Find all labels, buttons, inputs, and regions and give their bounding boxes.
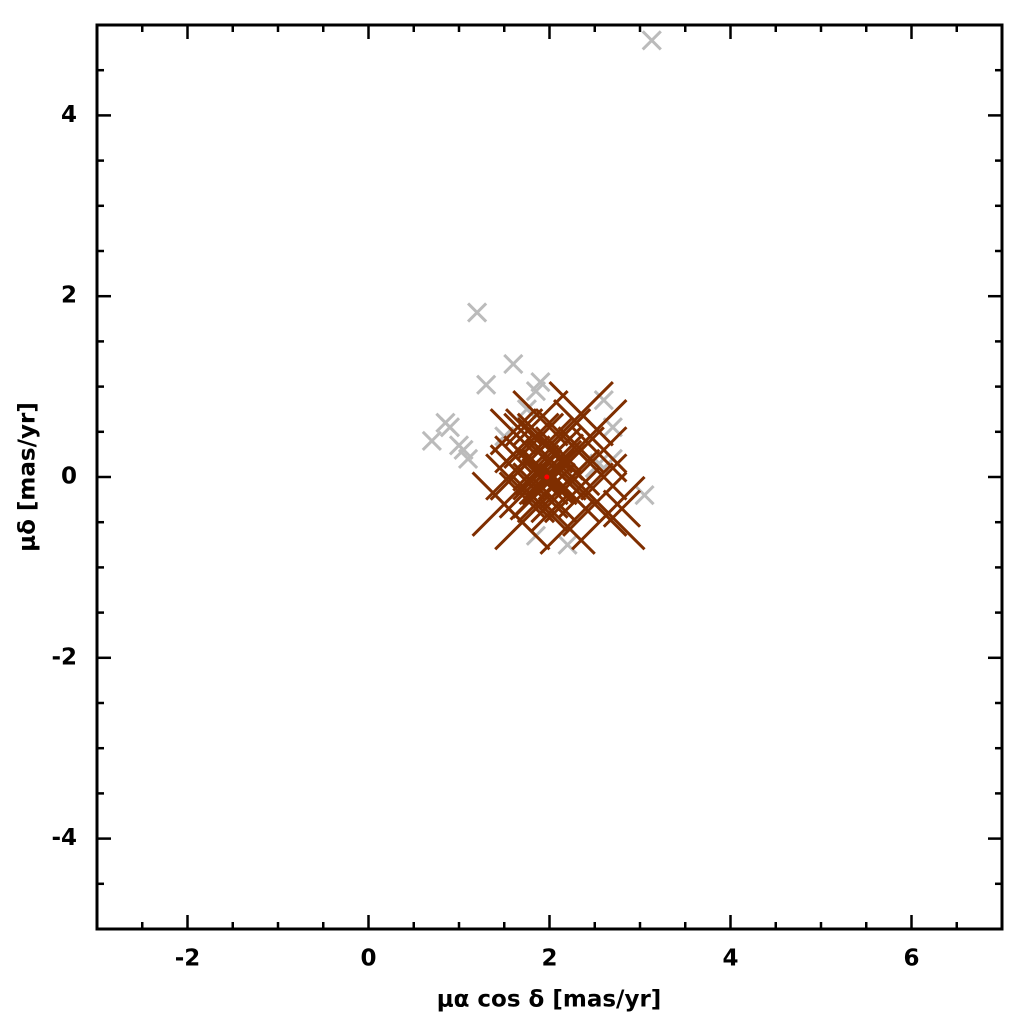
member-cross <box>602 489 642 528</box>
x-tick-label: 0 <box>360 946 376 972</box>
y-tick-label: -4 <box>51 825 77 851</box>
field-cross <box>466 302 488 323</box>
y-tick-label: -2 <box>51 644 77 670</box>
y-tick-label: 2 <box>61 283 77 309</box>
member-cross <box>512 390 569 447</box>
field-cross <box>421 430 442 451</box>
member-cross <box>557 426 605 474</box>
member-cross <box>509 473 557 521</box>
field-cross <box>557 534 578 555</box>
member-cross <box>562 471 628 537</box>
member-cross <box>552 399 628 474</box>
x-tick-label: 2 <box>541 946 557 972</box>
member-cross <box>503 412 560 470</box>
field-cross <box>641 30 662 51</box>
field-cross <box>476 374 497 395</box>
field-cross <box>457 448 479 470</box>
member-cross <box>489 408 537 456</box>
member-cross <box>571 426 628 483</box>
x-axis-label: μα cos δ [mas/yr] <box>437 987 662 1013</box>
y-tick-label: 4 <box>61 102 77 128</box>
field-cross <box>439 417 461 438</box>
x-tick-label: 6 <box>903 946 919 972</box>
field-cross <box>525 381 547 402</box>
member-cross <box>525 439 583 497</box>
member-cross <box>548 380 614 447</box>
field-cross <box>634 484 655 506</box>
center-point <box>544 474 550 480</box>
field-cross <box>593 390 614 411</box>
member-cross <box>494 493 551 551</box>
field-cross <box>503 353 524 375</box>
y-axis-label: μδ [mas/yr] <box>15 402 41 552</box>
x-tick-label: -2 <box>175 946 201 972</box>
member-cross <box>557 462 614 519</box>
y-tick-label: 0 <box>61 464 77 490</box>
field-cross <box>448 435 470 456</box>
x-tick-label: 4 <box>722 946 738 972</box>
member-cross <box>536 433 585 481</box>
member-cross <box>537 462 576 501</box>
member-cross <box>580 453 628 501</box>
member-cross <box>485 453 533 501</box>
member-cross <box>539 498 596 555</box>
